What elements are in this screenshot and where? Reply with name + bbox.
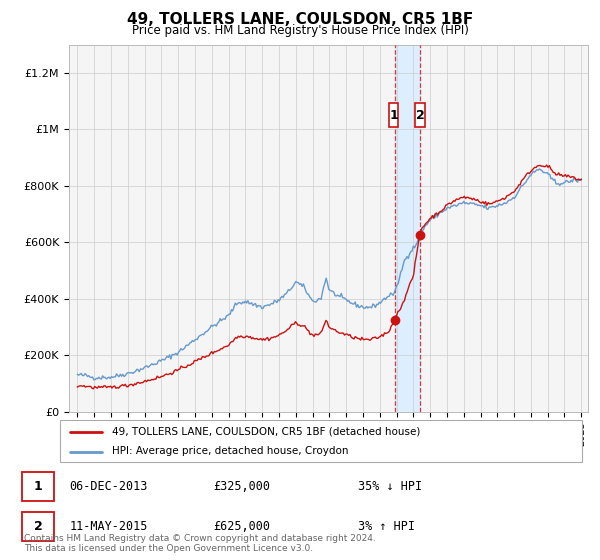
Text: 2: 2 xyxy=(34,520,42,533)
Text: 3% ↑ HPI: 3% ↑ HPI xyxy=(358,520,415,533)
Text: £625,000: £625,000 xyxy=(214,520,271,533)
FancyBboxPatch shape xyxy=(22,511,54,542)
Text: 11-MAY-2015: 11-MAY-2015 xyxy=(70,520,148,533)
Text: 35% ↓ HPI: 35% ↓ HPI xyxy=(358,480,422,493)
FancyBboxPatch shape xyxy=(415,104,425,127)
FancyBboxPatch shape xyxy=(22,472,54,501)
Text: Price paid vs. HM Land Registry's House Price Index (HPI): Price paid vs. HM Land Registry's House … xyxy=(131,24,469,36)
Bar xyxy=(395,45,419,412)
Text: 49, TOLLERS LANE, COULSDON, CR5 1BF: 49, TOLLERS LANE, COULSDON, CR5 1BF xyxy=(127,12,473,27)
Text: Contains HM Land Registry data © Crown copyright and database right 2024.
This d: Contains HM Land Registry data © Crown c… xyxy=(24,534,376,553)
FancyBboxPatch shape xyxy=(60,420,582,462)
Text: 1: 1 xyxy=(389,109,398,122)
Text: 1: 1 xyxy=(34,480,42,493)
FancyBboxPatch shape xyxy=(389,104,398,127)
Text: £325,000: £325,000 xyxy=(214,480,271,493)
Text: 06-DEC-2013: 06-DEC-2013 xyxy=(70,480,148,493)
Text: HPI: Average price, detached house, Croydon: HPI: Average price, detached house, Croy… xyxy=(112,446,349,456)
Text: 49, TOLLERS LANE, COULSDON, CR5 1BF (detached house): 49, TOLLERS LANE, COULSDON, CR5 1BF (det… xyxy=(112,427,421,437)
Text: 2: 2 xyxy=(416,109,424,122)
